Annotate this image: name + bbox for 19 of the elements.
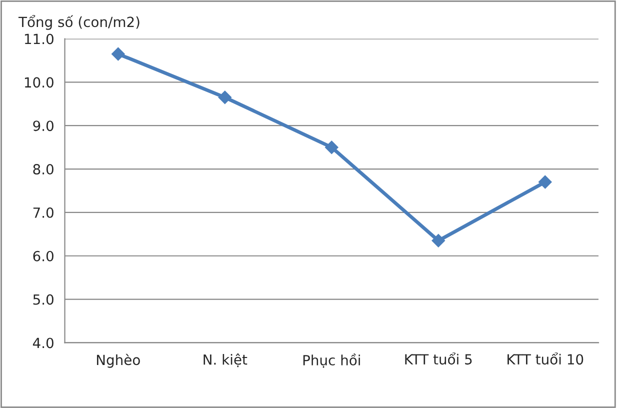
point <box>112 47 125 61</box>
y-tick-label: 7.0 <box>33 207 54 218</box>
point <box>325 140 338 154</box>
y-tick-label: 11.0 <box>24 34 54 44</box>
y-tick-label: 6.0 <box>33 250 54 262</box>
y-axis-title: Tổng số (con/m2) <box>18 15 140 30</box>
y-tick-label: 9.0 <box>33 120 54 132</box>
y-tick-label: 10.0 <box>24 77 54 88</box>
y-tick-label: 8.0 <box>33 164 54 175</box>
point <box>538 175 552 189</box>
x-tick-label: N. kiệt <box>204 353 248 368</box>
point <box>432 234 445 248</box>
y-tick-label: 5.0 <box>33 294 54 305</box>
x-tick-label: KTT tuổi 5 <box>405 352 472 365</box>
x-tick-label: Phục hồi <box>303 353 360 368</box>
y-tick-label: 4.0 <box>32 338 54 348</box>
x-tick-label: KTT tuổi 10 <box>508 352 584 365</box>
x-tick-label: Nghèo <box>96 354 140 368</box>
point <box>218 90 232 104</box>
